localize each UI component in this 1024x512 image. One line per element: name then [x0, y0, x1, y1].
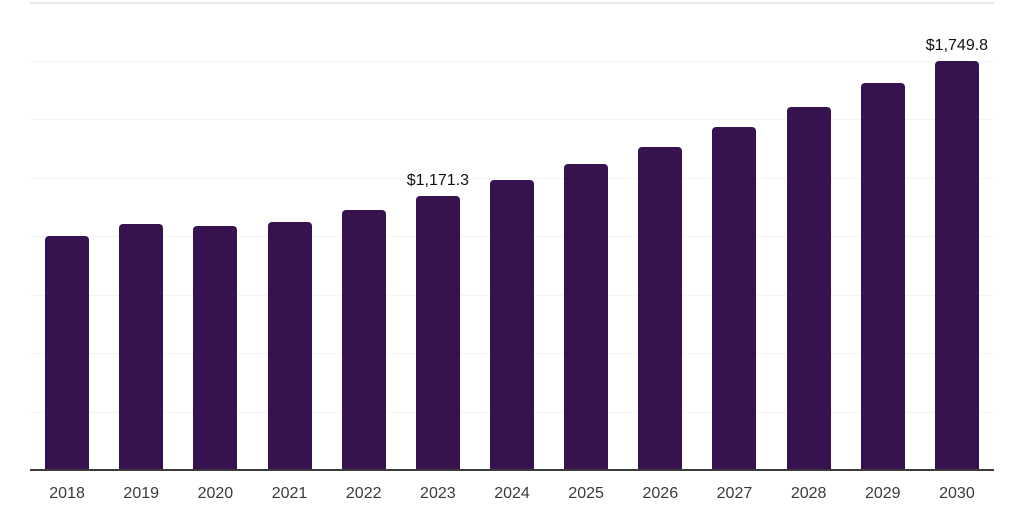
x-axis-tick-2022: 2022 — [345, 485, 382, 502]
x-axis-tick-2024: 2024 — [494, 485, 530, 502]
bar-value-label-2030: $1,749.8 — [925, 36, 989, 54]
x-axis-tick-2021: 2021 — [271, 485, 308, 502]
x-axis-tick-2020: 2020 — [197, 485, 234, 502]
x-axis-tick-2030: 2030 — [939, 485, 975, 502]
bar-2029 — [860, 83, 905, 470]
bar-2027 — [712, 126, 757, 470]
bar-2022 — [341, 209, 386, 470]
gridline-1250 — [30, 177, 994, 179]
x-axis-tick-2028: 2028 — [790, 485, 827, 502]
bar-2028 — [786, 106, 831, 470]
x-axis-tick-2029: 2029 — [864, 485, 901, 502]
bar-2018 — [45, 235, 90, 470]
gridline-2000 — [30, 2, 994, 4]
x-axis-tick-2027: 2027 — [716, 485, 753, 502]
x-axis-tick-2023: 2023 — [420, 485, 456, 502]
bar-2025 — [564, 163, 609, 470]
x-axis-tick-2019: 2019 — [123, 485, 160, 502]
bar-2023 — [415, 195, 460, 470]
x-axis-tick-2018: 2018 — [49, 485, 85, 502]
x-axis-tick-2026: 2026 — [642, 485, 679, 502]
bar-2021 — [267, 221, 312, 470]
gridline-1750 — [30, 60, 994, 62]
bar-2030 — [934, 60, 979, 470]
x-axis-tick-2025: 2025 — [568, 485, 604, 502]
bar-2020 — [193, 225, 238, 470]
bar-value-label-2023: $1,171.3 — [406, 171, 469, 189]
bar-2024 — [490, 180, 534, 470]
bar-2026 — [638, 146, 683, 470]
bar-2019 — [119, 224, 164, 470]
gridline-1500 — [30, 119, 994, 120]
x-axis-line — [30, 469, 994, 471]
